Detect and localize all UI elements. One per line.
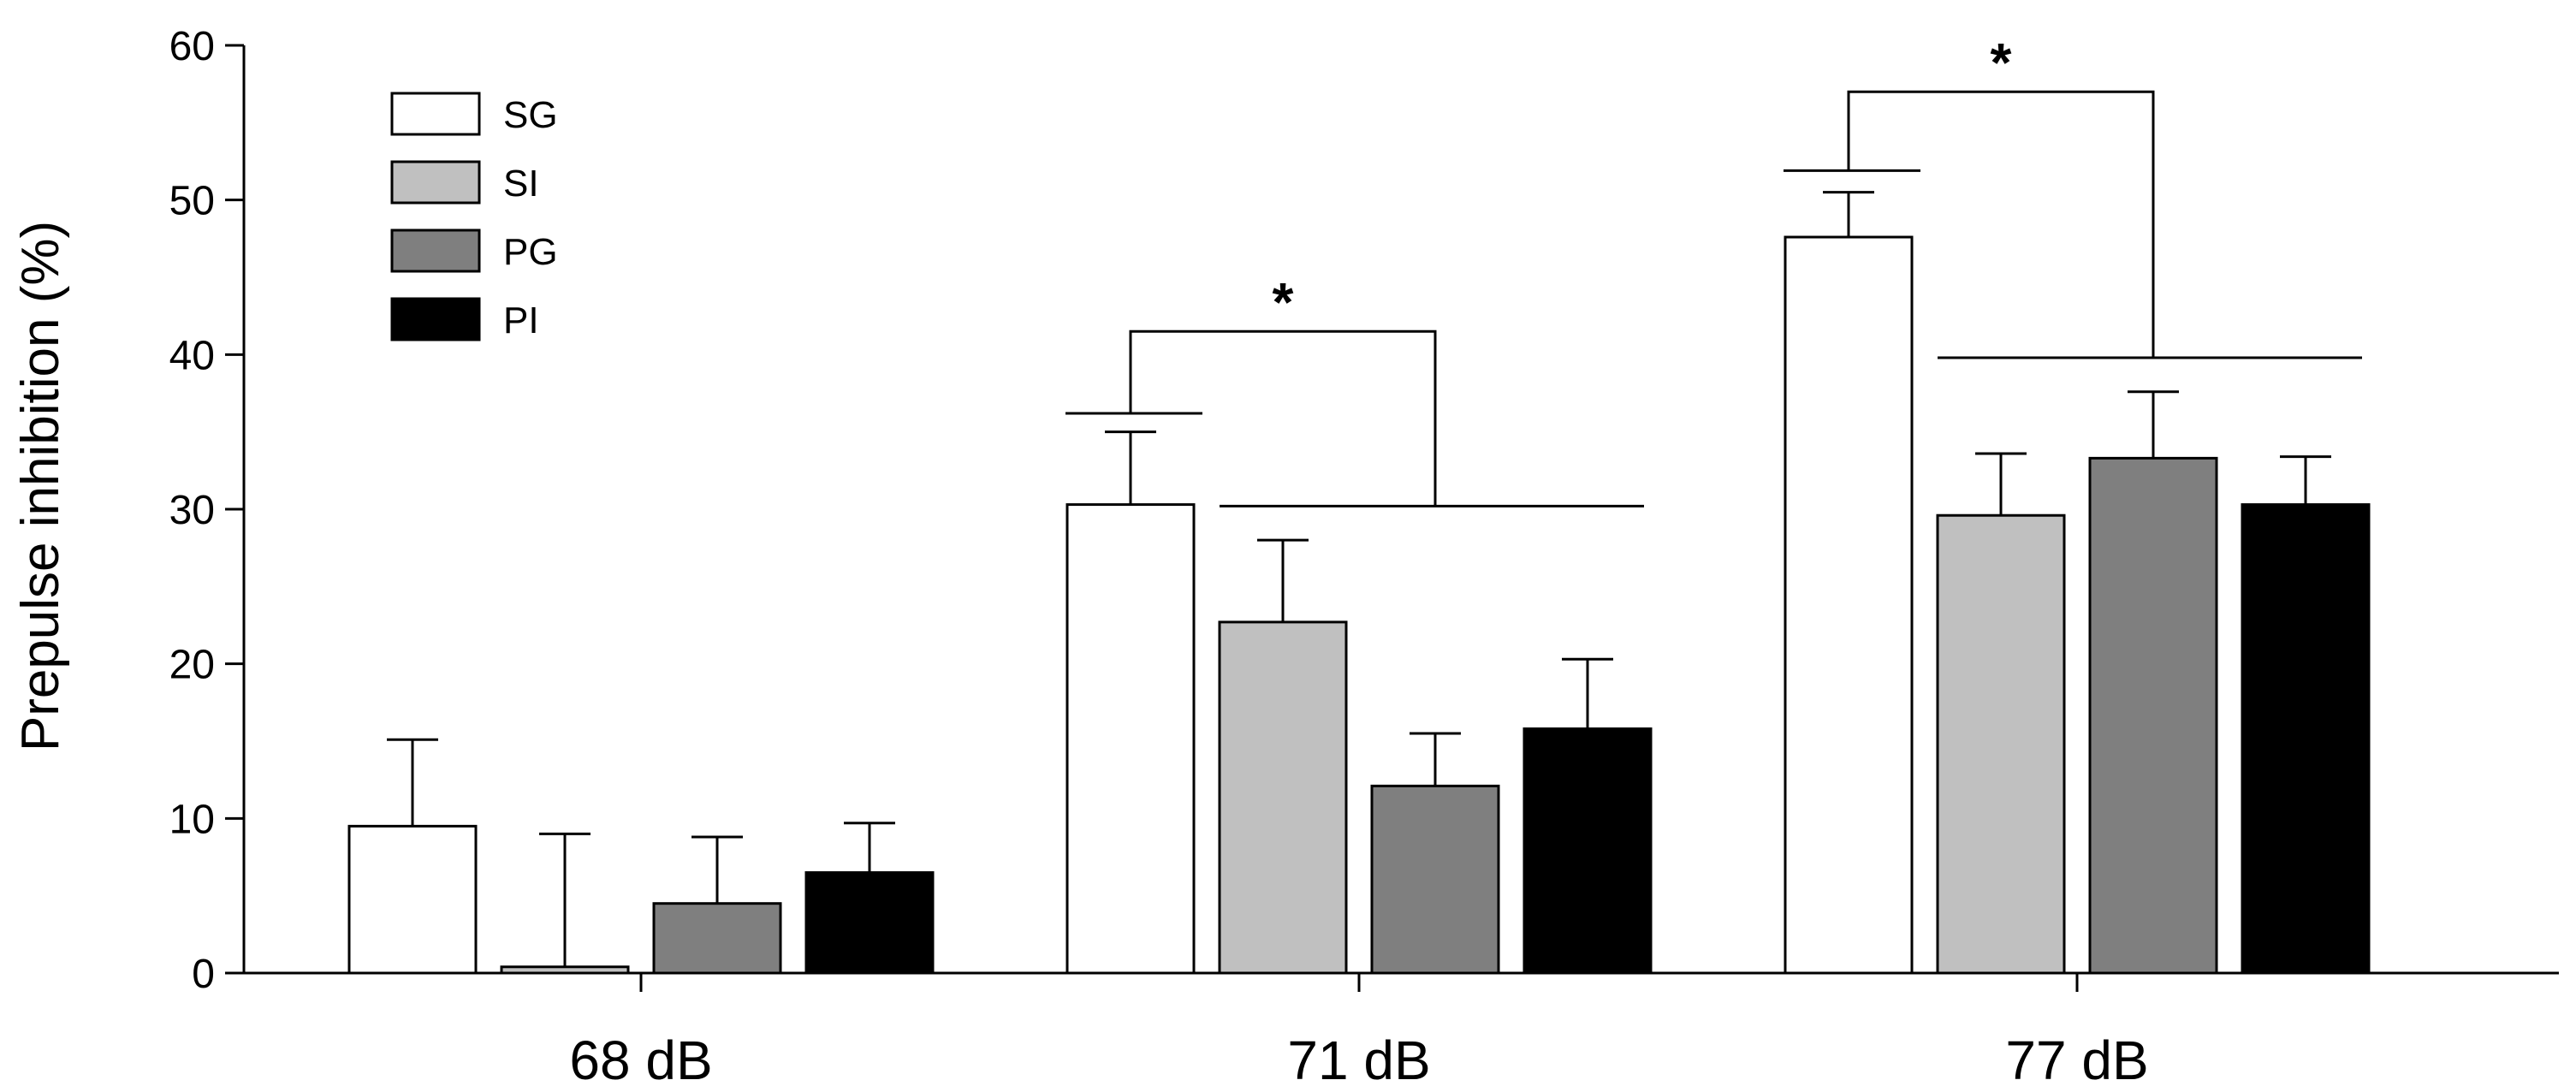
y-axis-title: Prepulse inhibition (%) [11,221,70,751]
bar-sg-71db [1065,503,1196,975]
y-tick-label: 10 [169,797,215,842]
legend-swatch-pg [390,228,481,273]
legend-label-pg: PG [503,231,558,273]
bar-si-68db [500,965,630,975]
legend-label-si: SI [503,163,539,205]
bar-si-71db [1218,620,1348,975]
x-category-label: 68 dB [569,1030,712,1091]
x-category-label: 71 dB [1287,1030,1430,1091]
y-tick-label: 50 [169,179,215,224]
error-bars [387,191,2331,967]
x-category-label: 77 dB [2005,1030,2148,1091]
bar-pi-68db [804,871,935,975]
legend-swatch-pi [390,297,481,341]
axes: 0 10 20 30 40 50 60 68 dB 71 dB 77 dB [169,24,2559,1091]
legend-label-pi: PI [503,300,539,341]
significance-star: * [1273,271,1294,333]
y-tick-label: 40 [169,333,215,378]
bar-pg-77db [2088,456,2218,975]
legend-label-sg: SG [503,94,558,136]
y-tick-label: 0 [192,952,215,997]
bar-pi-71db [1522,727,1653,975]
bar-sg-77db [1784,235,1914,975]
legend-swatch-si [390,160,481,205]
bar-pi-77db [2241,503,2371,975]
bar-sg-68db [347,824,478,975]
bar-pg-71db [1370,784,1500,975]
significance-star: * [1991,32,2012,93]
significance-bracket [1847,90,2155,358]
y-tick-label: 30 [169,488,215,533]
y-tick-label: 20 [169,643,215,688]
legend: SG SI PG PI [390,92,558,341]
legend-swatch-sg [390,92,481,136]
bar-si-77db [1936,513,2066,975]
significance-bracket [1129,329,1437,507]
bar-pg-68db [652,902,782,975]
significance-annotations: ** [1065,32,2362,507]
y-tick-label: 60 [169,24,215,69]
bars [347,235,2371,975]
